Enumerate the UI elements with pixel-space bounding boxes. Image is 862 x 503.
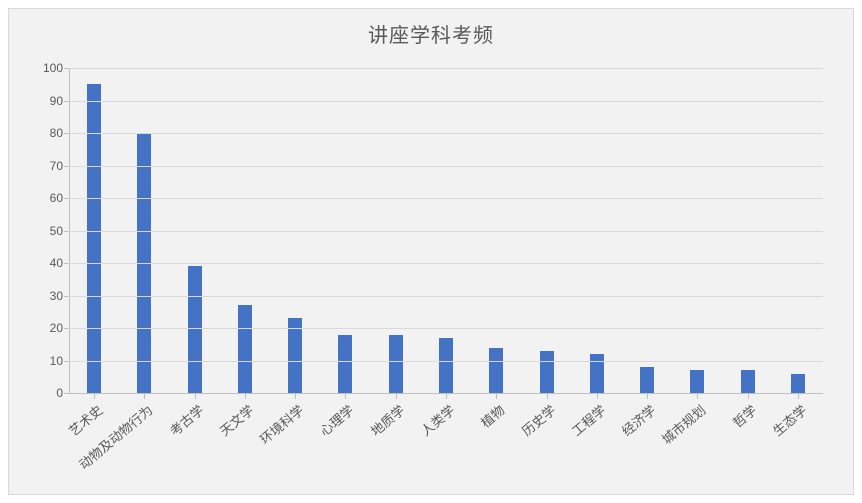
bar bbox=[389, 335, 403, 394]
x-label-slot: 工程学 bbox=[572, 394, 622, 494]
chart-title: 讲座学科考频 bbox=[9, 9, 853, 48]
grid-line bbox=[69, 296, 823, 297]
grid-line bbox=[69, 198, 823, 199]
grid-line bbox=[69, 68, 823, 69]
plot-wrap: 0102030405060708090100 艺术史动物及动物行为考古学天文学环… bbox=[29, 58, 833, 494]
bar bbox=[489, 348, 503, 394]
bar bbox=[439, 338, 453, 393]
x-label-slot: 地质学 bbox=[371, 394, 421, 494]
y-tick-mark bbox=[64, 361, 69, 362]
x-label-slot: 生态学 bbox=[773, 394, 823, 494]
y-tick-mark bbox=[64, 68, 69, 69]
x-axis-labels: 艺术史动物及动物行为考古学天文学环境科学心理学地质学人类学植物历史学工程学经济学… bbox=[69, 394, 823, 494]
chart-container: 讲座学科考频 0102030405060708090100 艺术史动物及动物行为… bbox=[0, 0, 862, 503]
y-tick-mark bbox=[64, 263, 69, 264]
x-label-slot: 哲学 bbox=[722, 394, 772, 494]
y-tick-label: 10 bbox=[29, 354, 63, 368]
y-tick-label: 100 bbox=[29, 61, 63, 75]
grid-line bbox=[69, 361, 823, 362]
x-label-slot: 人类学 bbox=[421, 394, 471, 494]
x-label-slot: 考古学 bbox=[170, 394, 220, 494]
x-label-slot: 历史学 bbox=[521, 394, 571, 494]
x-label-slot: 动物及动物行为 bbox=[119, 394, 169, 494]
y-tick-label: 20 bbox=[29, 321, 63, 335]
y-tick-label: 70 bbox=[29, 159, 63, 173]
y-tick-label: 80 bbox=[29, 126, 63, 140]
bar bbox=[288, 318, 302, 393]
y-tick-mark bbox=[64, 296, 69, 297]
y-tick-label: 50 bbox=[29, 224, 63, 238]
x-label-slot: 环境科学 bbox=[270, 394, 320, 494]
x-label-slot: 心理学 bbox=[320, 394, 370, 494]
y-tick-label: 40 bbox=[29, 256, 63, 270]
grid-line bbox=[69, 328, 823, 329]
bar bbox=[791, 374, 805, 394]
bar bbox=[540, 351, 554, 393]
bar bbox=[238, 305, 252, 393]
plot-area: 0102030405060708090100 bbox=[69, 68, 823, 394]
bar bbox=[87, 84, 101, 393]
y-tick-mark bbox=[64, 166, 69, 167]
grid-line bbox=[69, 166, 823, 167]
x-label-slot: 天文学 bbox=[220, 394, 270, 494]
y-tick-mark bbox=[64, 231, 69, 232]
y-tick-label: 30 bbox=[29, 289, 63, 303]
bar bbox=[690, 370, 704, 393]
bar bbox=[640, 367, 654, 393]
y-tick-mark bbox=[64, 198, 69, 199]
grid-line bbox=[69, 133, 823, 134]
chart-frame: 讲座学科考频 0102030405060708090100 艺术史动物及动物行为… bbox=[8, 8, 854, 495]
y-tick-mark bbox=[64, 328, 69, 329]
y-tick-label: 0 bbox=[29, 386, 63, 400]
grid-line bbox=[69, 101, 823, 102]
x-label-slot: 城市规划 bbox=[672, 394, 722, 494]
y-tick-label: 90 bbox=[29, 94, 63, 108]
y-tick-label: 60 bbox=[29, 191, 63, 205]
x-label-slot: 经济学 bbox=[622, 394, 672, 494]
grid-line bbox=[69, 231, 823, 232]
grid-line bbox=[69, 263, 823, 264]
y-tick-mark bbox=[64, 101, 69, 102]
x-label-slot: 植物 bbox=[471, 394, 521, 494]
y-tick-mark bbox=[64, 133, 69, 134]
